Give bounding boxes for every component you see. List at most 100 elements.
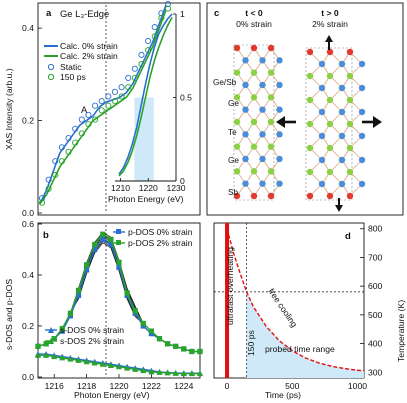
panel-d-xtick-label: 1000 (348, 381, 367, 391)
legend-calc0-label: Calc. 0% strain (60, 41, 118, 51)
panel-b-xtick-label: 1220 (109, 381, 128, 391)
atom (250, 192, 258, 200)
panel-a-series-marker (151, 24, 158, 31)
panel-b-square-marker (43, 341, 49, 347)
panel-b-square-marker (92, 246, 98, 253)
panel-b-triangle-marker (132, 366, 139, 372)
atom (250, 118, 258, 126)
atom (338, 108, 346, 116)
inset-ytick-label: 0 (180, 176, 185, 186)
panel-a-series-marker (158, 14, 165, 21)
panel-b-square-marker (173, 343, 179, 349)
panel-c-label: c (214, 8, 219, 19)
right-structure-subtitle: 2% strain (312, 19, 348, 29)
cooling-curve (226, 228, 365, 372)
panel-b-ytick-label: 0.0 (22, 372, 34, 382)
right-structure-title: t > 0 (321, 8, 339, 18)
panel-d: 300 400 500 600 700 800 0 500 1000 d ultrafast o… (213, 222, 406, 400)
panel-b-label: b (43, 230, 49, 241)
panel-b-square-marker (100, 231, 106, 237)
legend-pdos2-label: p-DOS 2% strain (128, 238, 193, 248)
panel-b-square-marker (124, 290, 130, 296)
panel-d-ytick-label: 700 (368, 252, 383, 262)
atom (267, 168, 275, 175)
panel-b-triangle-marker (188, 370, 195, 377)
atom (306, 144, 314, 152)
panel-a-series-marker (38, 199, 46, 206)
panel-b-legend: p-DOS 0% strain p-DOS 2% strain s-DOS 0%… (45, 227, 193, 346)
panel-a-series (38, 0, 172, 206)
panel-d-series (214, 223, 365, 378)
atom (276, 180, 283, 187)
panel-b-xtick-label: 1222 (142, 381, 161, 391)
layer-label-te: Te (228, 128, 237, 137)
panel-a-ylabel: XAS Intensity (arb.u.) (4, 68, 14, 150)
panel-d-ytick-label: 800 (368, 224, 383, 234)
atom (326, 120, 334, 128)
panel-b-square-marker (84, 267, 90, 273)
atom (326, 48, 334, 56)
panel-b-square-marker (116, 264, 122, 270)
legend-sdos2-marker (48, 338, 54, 344)
panel-b-ylabel: s-DOS and p-DOS (4, 279, 14, 350)
arrow-down-head-icon (335, 205, 343, 212)
atom (326, 168, 334, 176)
panel-b-square-marker (108, 241, 114, 247)
legend-sdos0-marker (48, 327, 54, 333)
atom (276, 155, 283, 163)
panel-b-square-marker (140, 320, 146, 327)
atom (276, 106, 283, 113)
panel-a-series-marker (58, 158, 65, 165)
atom (242, 81, 249, 89)
atom (250, 44, 258, 52)
panel-b-square-marker (51, 336, 57, 342)
legend-sdos2-label: s-DOS 2% strain (60, 336, 124, 346)
panel-a-series-marker (138, 61, 145, 68)
inset-xtick-label: 1210 (111, 183, 130, 193)
panel-a-series-marker (58, 144, 65, 151)
panel-b-square-marker (84, 262, 90, 268)
atom (306, 96, 314, 104)
atom (346, 120, 354, 128)
atom (338, 156, 346, 164)
panel-a-series-marker (78, 116, 85, 123)
panel-d-xtick-label: 0 (225, 381, 230, 391)
inset-ytick-label: 1 (180, 9, 185, 19)
panel-b-triangle-marker (75, 357, 82, 363)
panel-a-label: a (46, 8, 52, 19)
atom (233, 118, 241, 126)
atom (267, 118, 275, 126)
inset-curve-0 (118, 13, 173, 175)
atom (259, 131, 266, 138)
atom (358, 132, 366, 140)
legend-static-marker (47, 63, 55, 71)
panel-d-ytick-label: 500 (368, 310, 383, 320)
atom (306, 120, 314, 128)
layer-label-ge-top: Ge (228, 99, 239, 108)
crystal-structures (233, 44, 366, 200)
atom (233, 143, 241, 150)
atom (318, 108, 326, 116)
atom (259, 57, 266, 64)
panel-a-series-marker (92, 102, 99, 109)
panel-a-series-marker (45, 176, 52, 183)
atom (346, 72, 354, 80)
panel-a-series-marker (85, 121, 92, 128)
layer-label-sb: Sb (228, 188, 238, 197)
atom (346, 48, 354, 56)
atom (242, 57, 249, 64)
panel-a-frame (37, 2, 201, 216)
panel-a-series-marker (125, 84, 132, 91)
inset-series (118, 13, 173, 177)
panel-a-legend: Calc. 0% strain Calc. 2% strain Static 1… (44, 41, 118, 82)
atom (338, 180, 346, 188)
atom (338, 84, 346, 92)
panel-a-series-marker (145, 37, 152, 45)
panel-b-triangle-marker (107, 362, 114, 369)
atom (306, 168, 314, 176)
atom (318, 180, 326, 188)
panel-a-series-marker (111, 88, 118, 95)
